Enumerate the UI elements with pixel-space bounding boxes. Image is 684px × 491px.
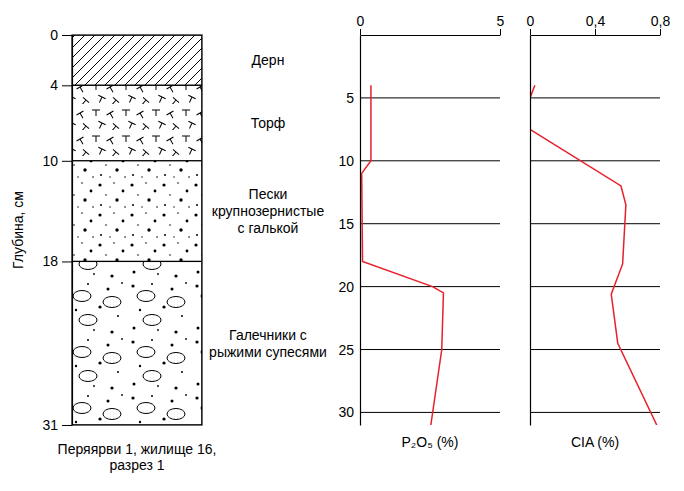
tick-mark [530, 29, 531, 35]
tick: 5 [497, 13, 505, 35]
x-axis-line [531, 35, 661, 36]
tick: 0 [50, 27, 72, 43]
layer [72, 261, 202, 425]
profile [530, 85, 657, 425]
chart-svg: 0 4 10 18 31 Дерн Торф Пескикрупнозернистыес га… [0, 0, 684, 491]
y-axis-line [530, 36, 531, 426]
tick-label: 0,8 [651, 13, 671, 29]
text-line: крупнозернистые [212, 203, 325, 219]
layer-label: Торф [251, 115, 286, 131]
tick-mark [660, 29, 661, 35]
tick: 10 [338, 153, 360, 169]
tick: 31 [42, 417, 72, 433]
grid [360, 98, 500, 413]
layer-label: Галечники срыжими супесями [209, 327, 327, 360]
tick-label: 0 [50, 27, 58, 43]
tick-mark [62, 85, 72, 86]
tick-label: 4 [50, 77, 58, 93]
tick: 25 [338, 341, 360, 357]
y-axis-title: Глубина, см [10, 191, 26, 269]
depth-axis-line [72, 36, 73, 426]
column-layers [72, 35, 202, 425]
tick-mark [62, 261, 72, 262]
grid-line [530, 97, 660, 98]
tick-label: 18 [42, 253, 58, 269]
grid-line [530, 223, 660, 224]
tick: 5 [346, 90, 360, 106]
text-line: Дерн [252, 52, 285, 68]
text-line: рыжими супесями [209, 344, 327, 360]
text-line: разрез 1 [109, 457, 164, 473]
profile [362, 85, 444, 425]
tick: 10 [42, 153, 72, 169]
tick-label: 15 [338, 216, 354, 232]
tick: 18 [42, 253, 72, 269]
profile-line [530, 85, 657, 425]
grid-line [530, 160, 660, 161]
grid-line [360, 160, 500, 161]
y-axis [530, 36, 531, 426]
grid-line [360, 349, 500, 350]
tick: 20 [338, 279, 360, 295]
tick-label: 20 [338, 279, 354, 295]
tick: 0,8 [651, 13, 671, 35]
grid-line [530, 286, 660, 287]
text-line: Пески [249, 186, 288, 202]
tick-label: 31 [42, 417, 58, 433]
tick-label: 5 [346, 90, 354, 106]
grid-line [360, 412, 500, 413]
tick-mark [595, 29, 596, 35]
tick-label: 0 [357, 13, 365, 29]
layer-label: Пескикрупнозернистыес галькой [212, 186, 325, 236]
tick-label: 25 [338, 341, 354, 357]
tick: 0 [527, 13, 535, 35]
y-axis-line [360, 36, 361, 426]
x-axis: 0 0,4 0,8 [527, 13, 671, 36]
tick: 30 [338, 404, 360, 420]
y-axis: 5 10 15 20 25 30 [338, 36, 360, 426]
tick-mark [500, 29, 501, 35]
tick: 0,4 [586, 13, 606, 35]
tick: 0 [357, 13, 365, 35]
tick-label: 30 [338, 404, 354, 420]
tick: 15 [338, 216, 360, 232]
depth-axis: 0 4 10 18 31 [42, 27, 72, 433]
layer [72, 85, 202, 160]
x-axis-title: P₂O₅ (%) [402, 434, 459, 450]
tick-label: 5 [497, 13, 505, 29]
tick-label: 10 [42, 153, 58, 169]
grid-line [530, 412, 660, 413]
layer [72, 35, 202, 85]
layer-label: Дерн [252, 52, 285, 68]
tick-label: 0,4 [586, 13, 606, 29]
text-line: Торф [251, 115, 286, 131]
text-line: Галечники с [229, 327, 307, 343]
x-axis-title: CIA (%) [571, 434, 619, 450]
x-axis: 05 [357, 13, 505, 36]
grid-line [360, 223, 500, 224]
grid-line [360, 97, 500, 98]
text-line: Перяярви 1, жилище 16, [58, 441, 217, 457]
tick: 4 [50, 77, 72, 93]
grid [530, 98, 660, 413]
x-axis-line [361, 35, 501, 36]
figure: 0 4 10 18 31 Дерн Торф Пескикрупнозернистыес га… [0, 0, 684, 491]
profile-line [362, 85, 444, 425]
tick-mark [62, 161, 72, 162]
tick-mark [62, 425, 72, 426]
text-line: с галькой [238, 220, 299, 236]
tick-label: 0 [527, 13, 535, 29]
caption: Перяярви 1, жилище 16,разрез 1 [58, 441, 217, 474]
column-frame [72, 35, 202, 425]
tick-label: 10 [338, 153, 354, 169]
grid-line [530, 349, 660, 350]
tick-mark [62, 35, 72, 36]
layer [72, 161, 202, 262]
tick-mark [360, 29, 361, 35]
